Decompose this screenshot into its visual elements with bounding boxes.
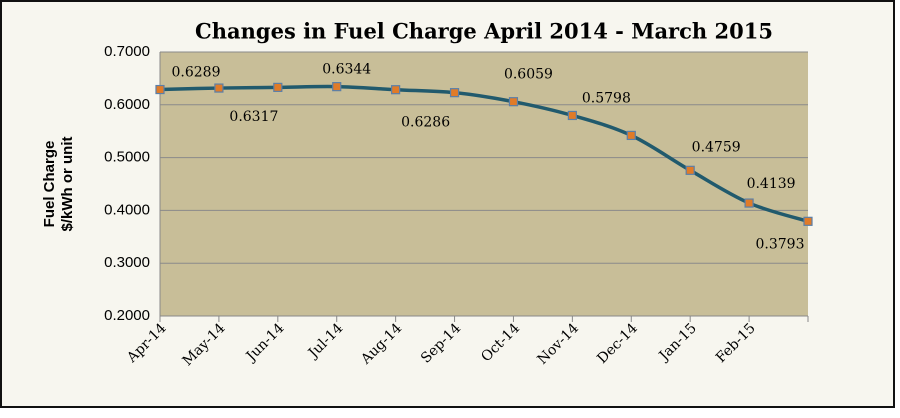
- y-tick-label: 0.5000: [104, 149, 150, 166]
- y-axis-label-line: Fuel Charge: [41, 141, 58, 228]
- y-tick-label: 0.3000: [104, 254, 150, 271]
- marker: [391, 85, 401, 95]
- marker: [449, 88, 460, 98]
- marker: [685, 165, 695, 175]
- y-axis-label: Fuel Charge $/kWh or unit: [41, 137, 76, 232]
- y-tick-label: 0.7000: [104, 43, 150, 60]
- marker: [332, 82, 342, 92]
- data-label: 0.4139: [747, 176, 796, 192]
- marker: [273, 82, 283, 92]
- y-tick-label: 0.6000: [104, 96, 150, 113]
- y-tick-label: 0.4000: [104, 201, 150, 218]
- marker: [744, 198, 754, 208]
- marker: [803, 216, 813, 226]
- marker: [508, 97, 519, 107]
- data-label: 0.6059: [504, 67, 553, 83]
- marker: [155, 84, 165, 95]
- data-label: 0.4759: [692, 139, 741, 155]
- y-tick-label: 0.2000: [104, 307, 150, 324]
- data-label: 0.6344: [322, 62, 371, 78]
- y-axis-label-line: $/kWh or unit: [59, 137, 76, 232]
- marker: [214, 83, 224, 93]
- data-label: 0.6289: [172, 65, 221, 81]
- data-label: 0.5798: [582, 90, 631, 106]
- data-label: 0.6286: [401, 115, 450, 131]
- marker: [567, 110, 577, 121]
- data-label: 0.6317: [229, 109, 278, 125]
- chart-title: Changes in Fuel Charge April 2014 - Marc…: [195, 19, 773, 44]
- marker: [626, 130, 636, 141]
- data-label: 0.3793: [756, 236, 805, 252]
